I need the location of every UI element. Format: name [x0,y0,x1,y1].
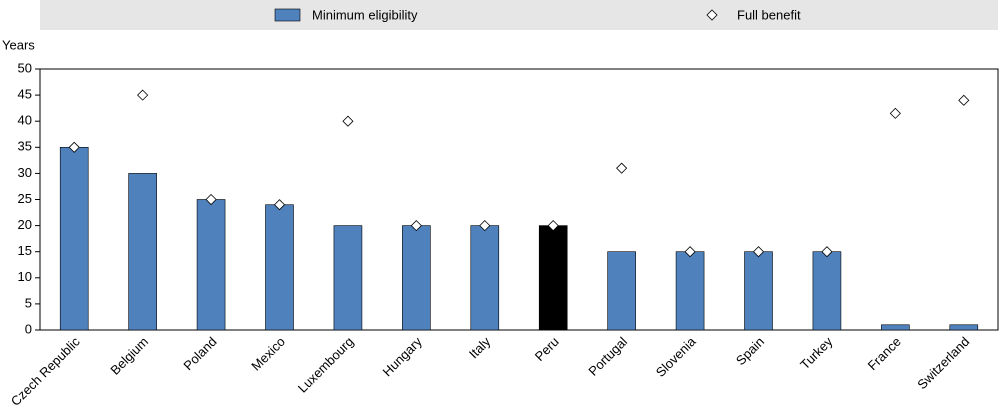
bar [949,324,979,331]
x-tick-label: Slovenia [653,333,699,379]
y-tick-label: 45 [18,87,32,102]
marker [68,141,80,153]
y-tick-label: 5 [25,295,32,310]
bar [333,225,363,331]
y-tick-label: 25 [18,191,32,206]
bar [607,251,636,331]
marker [821,246,833,258]
x-tick-label: Switzerland [914,334,972,392]
y-tick-label: 15 [18,243,32,258]
legend-background [40,0,998,30]
marker [479,220,491,232]
y-tick-label: 35 [18,139,32,154]
x-tick-label: Hungary [380,334,426,380]
marker [342,115,354,127]
bar [402,225,431,331]
plot-frame [39,68,999,331]
legend-label: Full benefit [737,7,801,22]
x-tick-label: Spain [733,334,767,368]
marker [137,89,149,101]
x-tick-label: Mexico [248,334,288,374]
legend-swatch [706,9,718,21]
x-tick-label: Peru [532,334,562,364]
bar [812,251,842,331]
marker [410,220,422,232]
y-tick-label: 0 [25,321,32,336]
y-tick-label: 50 [18,60,32,75]
x-tick-label: France [865,334,904,373]
x-tick-label: Portugal [585,334,630,379]
bar [675,251,705,331]
bar [538,225,568,331]
bar [265,204,294,331]
x-tick-label: Italy [466,334,494,362]
bar [128,173,157,331]
marker [205,193,217,206]
legend-swatch [274,8,301,22]
bar [470,225,500,331]
y-tick-label: 40 [18,113,32,128]
marker [684,246,696,258]
bar [196,199,226,331]
x-tick-label: Luxembourg [295,334,357,396]
marker [547,220,559,232]
x-tick-label: Turkey [797,334,836,373]
y-tick-label: 30 [18,165,32,180]
bar [59,147,89,331]
marker [889,107,901,119]
y-tick-label: 10 [18,269,32,284]
y-axis-label: Years [2,37,35,52]
x-tick-label: Belgium [107,334,151,378]
bar [744,251,773,331]
bar [881,324,910,331]
marker [616,162,628,174]
x-tick-label: Czech Republic [8,334,83,409]
legend-label: Minimum eligibility [312,7,418,22]
marker [752,246,765,258]
x-tick-label: Poland [180,334,219,373]
marker [273,199,286,211]
marker [958,94,970,106]
y-tick-label: 20 [18,217,32,232]
